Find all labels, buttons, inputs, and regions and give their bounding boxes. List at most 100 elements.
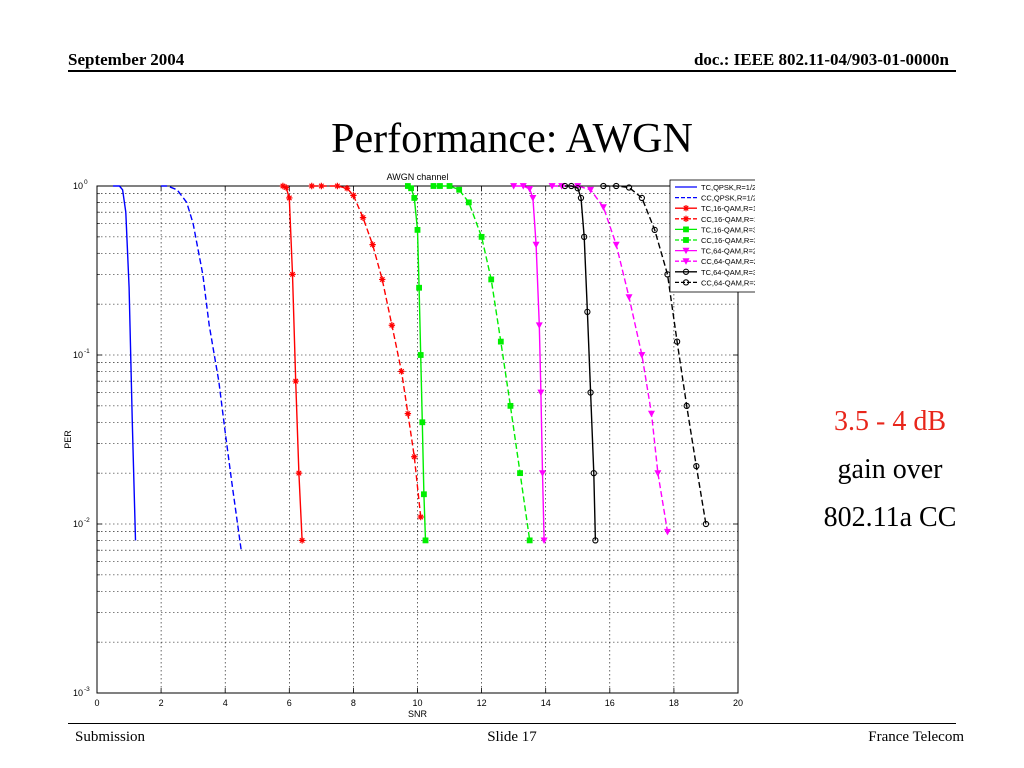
data-point-series-8 xyxy=(625,294,633,301)
y-tick-label: 10 xyxy=(73,519,83,529)
data-point-series-8 xyxy=(548,183,556,190)
data-point-series-10 xyxy=(702,520,710,528)
y-tick-label: 10 xyxy=(73,688,83,698)
x-tick-label: 16 xyxy=(605,698,615,708)
x-tick-label: 12 xyxy=(477,698,487,708)
legend-marker xyxy=(682,215,690,222)
y-tick-exponent: -1 xyxy=(84,348,90,355)
data-point-series-4 xyxy=(350,192,357,199)
x-tick-label: 10 xyxy=(412,698,422,708)
data-point-series-8 xyxy=(587,186,595,194)
data-point-series-3 xyxy=(298,537,306,544)
data-point-series-4 xyxy=(318,182,325,190)
chart-title: AWGN channel xyxy=(387,172,449,182)
footer-organization: France Telecom xyxy=(868,729,964,745)
data-point-series-9 xyxy=(590,469,597,477)
gain-value: 3.5 - 4 dB xyxy=(834,406,946,437)
data-point-series-7 xyxy=(529,195,537,202)
data-point-series-4 xyxy=(379,276,386,283)
data-point-series-3 xyxy=(289,271,296,278)
data-point-series-9 xyxy=(574,185,581,192)
data-point-series-9 xyxy=(568,182,575,190)
data-point-series-6 xyxy=(526,537,533,544)
data-point-series-8 xyxy=(654,470,662,477)
x-tick-label: 2 xyxy=(159,698,164,708)
x-tick-label: 18 xyxy=(669,698,679,708)
series-line-1 xyxy=(113,185,137,541)
data-point-series-4 xyxy=(308,182,315,190)
legend-marker xyxy=(682,205,690,212)
y-tick-label: 10 xyxy=(73,350,83,360)
data-point-series-3 xyxy=(286,194,293,202)
y-tick-label: 10 xyxy=(73,181,83,191)
data-point-series-4 xyxy=(411,453,418,460)
data-point-series-4 xyxy=(398,368,405,375)
x-tick-label: 0 xyxy=(94,698,99,708)
data-point-series-6 xyxy=(507,402,514,409)
gain-text: gain over xyxy=(837,454,943,485)
x-tick-label: 8 xyxy=(351,698,356,708)
data-point-series-6 xyxy=(456,186,463,193)
data-point-series-5 xyxy=(408,185,414,192)
y-tick-exponent: -2 xyxy=(84,517,90,524)
data-point-series-8 xyxy=(647,410,655,418)
header-doc-id: doc.: IEEE 802.11-04/903-01-0000n xyxy=(693,50,949,69)
x-tick-label: 4 xyxy=(223,698,228,708)
data-point-series-10 xyxy=(600,182,607,190)
legend-marker xyxy=(682,268,690,275)
data-point-series-5 xyxy=(411,195,418,201)
data-point-series-10 xyxy=(651,226,658,234)
data-point-series-8 xyxy=(558,183,566,190)
gain-callout: 3.5 - 4 dB gain over 802.11a CC xyxy=(790,398,990,542)
legend-label: CC,16-QAM,R=3/4 xyxy=(701,236,755,245)
data-point-series-6 xyxy=(497,338,504,345)
data-point-series-8 xyxy=(663,528,671,536)
data-point-series-7 xyxy=(537,389,545,397)
data-point-series-5 xyxy=(421,491,427,498)
data-point-series-3 xyxy=(279,182,287,190)
legend-label: CC,64-QAM,R=2/3 xyxy=(701,257,755,266)
data-point-series-10 xyxy=(613,182,620,190)
legend-marker xyxy=(682,258,690,265)
data-point-series-4 xyxy=(359,214,367,221)
legend-label: TC,QPSK,R=1/2 xyxy=(701,183,755,192)
gain-reference: 802.11a CC xyxy=(823,502,957,533)
data-point-series-6 xyxy=(446,183,453,189)
x-tick-label: 6 xyxy=(287,698,292,708)
data-point-series-10 xyxy=(683,402,690,410)
data-point-series-5 xyxy=(414,226,421,233)
x-axis-label: SNR xyxy=(408,709,428,718)
data-point-series-4 xyxy=(404,410,412,417)
x-tick-label: 20 xyxy=(733,698,743,708)
data-point-series-5 xyxy=(419,419,426,426)
data-point-series-3 xyxy=(282,184,290,191)
data-point-series-9 xyxy=(587,389,594,396)
data-point-series-6 xyxy=(430,183,437,189)
x-tick-label: 14 xyxy=(541,698,551,708)
legend-label: CC,QPSK,R=1/2 xyxy=(701,194,755,203)
y-axis-label: PER xyxy=(63,430,73,449)
footer-submission: Submission xyxy=(75,729,146,745)
data-point-series-3 xyxy=(292,377,299,385)
series-line-10 xyxy=(603,185,707,525)
data-point-series-9 xyxy=(592,537,599,544)
footer-divider xyxy=(68,723,956,724)
data-point-series-6 xyxy=(488,276,495,283)
header-divider xyxy=(68,70,956,72)
data-point-series-4 xyxy=(369,241,376,248)
data-point-series-6 xyxy=(465,199,472,206)
data-point-series-6 xyxy=(517,470,523,477)
legend-marker xyxy=(683,226,689,233)
legend-marker xyxy=(682,247,690,255)
data-point-series-7 xyxy=(510,183,518,190)
data-point-series-5 xyxy=(422,537,429,544)
data-point-series-4 xyxy=(343,185,351,192)
series-line-2 xyxy=(161,185,242,551)
data-point-series-7 xyxy=(532,241,540,249)
legend-label: TC,64-QAM,R=2/3 xyxy=(701,247,755,256)
data-point-series-5 xyxy=(417,352,424,358)
legend-marker xyxy=(683,237,689,243)
data-point-series-10 xyxy=(625,184,633,191)
legend-label: TC,16-QAM,R=1/2 xyxy=(701,204,755,213)
